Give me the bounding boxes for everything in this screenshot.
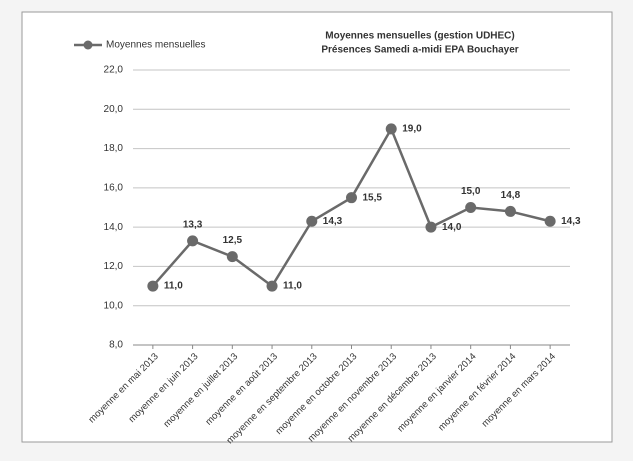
data-label: 15,0 [461, 186, 481, 197]
data-label: 12,5 [223, 235, 243, 246]
data-label: 11,0 [164, 281, 183, 292]
data-point [226, 251, 238, 263]
data-point [187, 235, 199, 247]
data-label: 11,0 [283, 281, 302, 292]
data-point [425, 221, 437, 233]
y-tick-label: 12,0 [104, 261, 124, 272]
data-label: 14,8 [501, 190, 521, 201]
data-label: 14,0 [442, 222, 462, 233]
y-tick-label: 22,0 [104, 65, 124, 76]
data-point [147, 280, 159, 292]
y-tick-label: 8,0 [109, 340, 123, 351]
y-tick-label: 20,0 [104, 104, 124, 115]
data-label: 13,3 [183, 220, 203, 231]
data-point [306, 215, 318, 227]
data-point [465, 202, 477, 213]
data-label: 19,0 [402, 124, 422, 135]
chart-subtitle: Présences Samedi a-midi EPA Bouchayer [321, 45, 518, 56]
data-label: 14,3 [323, 216, 343, 227]
data-point [346, 192, 357, 204]
data-label: 15,5 [363, 192, 383, 203]
legend-label: Moyennes mensuelles [106, 40, 206, 51]
y-tick-label: 10,0 [104, 300, 124, 311]
y-tick-label: 16,0 [104, 182, 124, 193]
y-tick-label: 18,0 [104, 143, 124, 154]
legend-marker [83, 40, 93, 50]
data-label: 14,3 [561, 216, 581, 227]
chart-title: Moyennes mensuelles (gestion UDHEC) [325, 31, 514, 42]
data-point [385, 123, 397, 135]
data-point [266, 280, 278, 292]
data-point [504, 205, 516, 217]
y-tick-label: 14,0 [104, 222, 124, 233]
data-point [544, 215, 556, 227]
